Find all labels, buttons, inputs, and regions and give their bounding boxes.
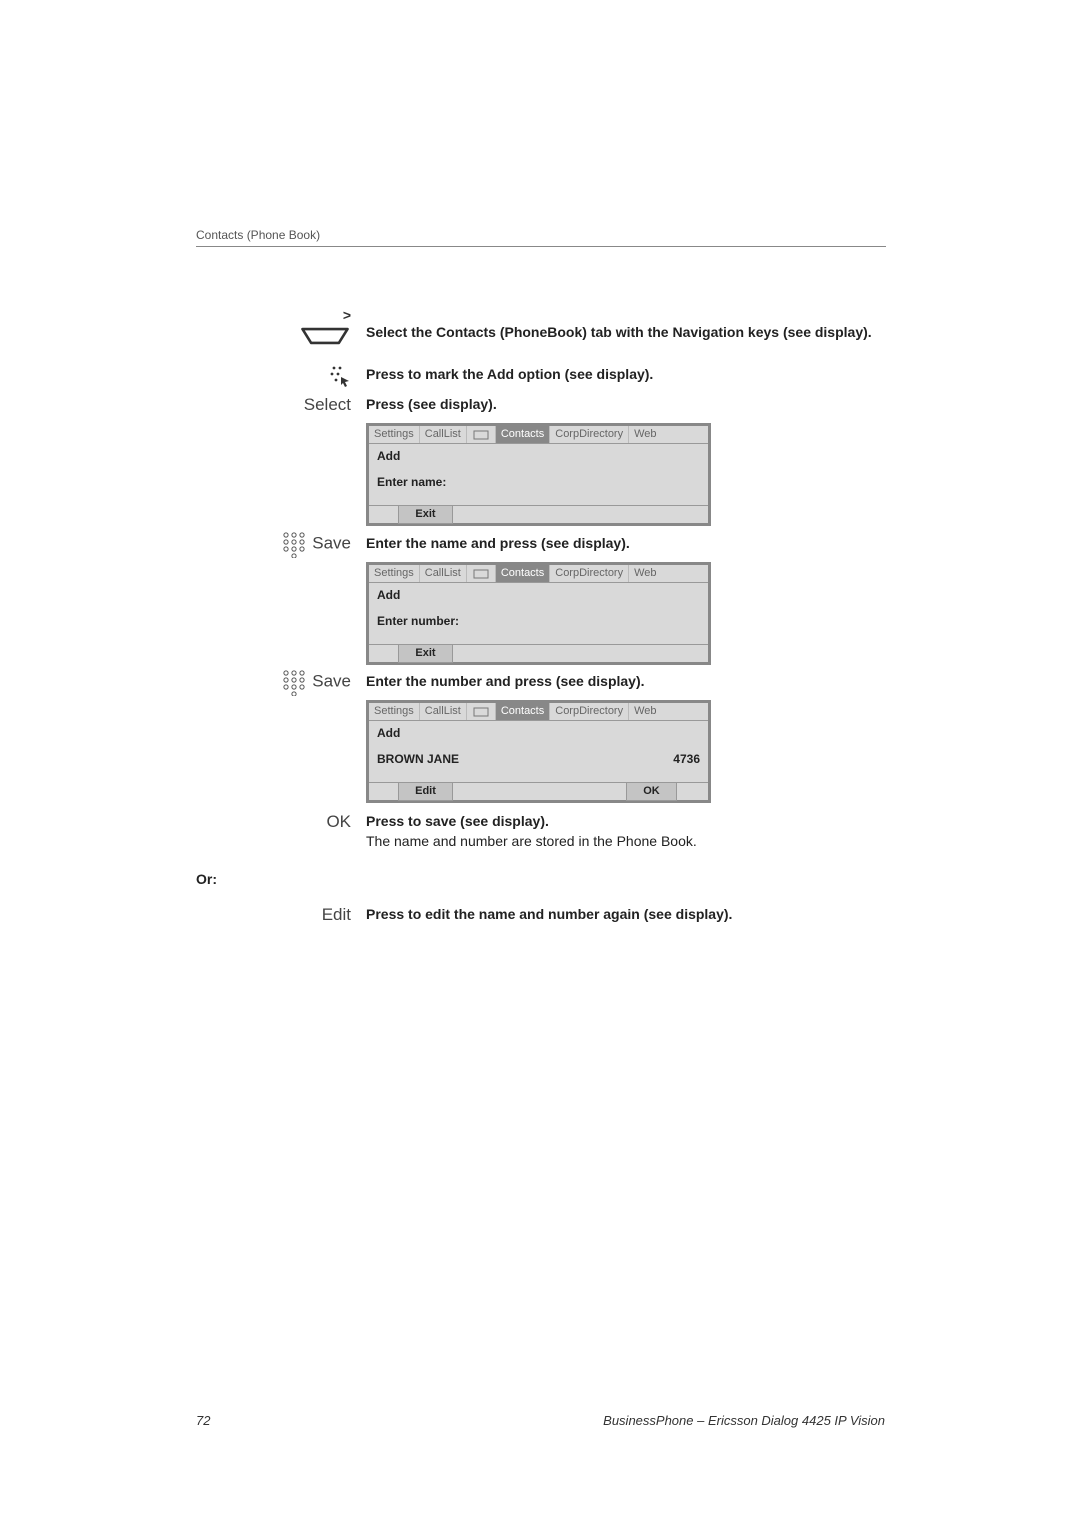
tab-corpdirectory: CorpDirectory <box>550 703 629 720</box>
display-title: Add <box>377 587 700 604</box>
tab-settings: Settings <box>369 565 420 582</box>
phone-tabs: Settings CallList Contacts CorpDirectory… <box>369 426 708 444</box>
phone-display-2: Settings CallList Contacts CorpDirectory… <box>366 562 711 666</box>
tab-messages-icon <box>467 565 496 582</box>
ok-plain-text: The name and number are stored in the Ph… <box>366 833 697 849</box>
display-title: Add <box>377 725 700 742</box>
tab-calllist: CallList <box>420 426 467 443</box>
tab-settings: Settings <box>369 703 420 720</box>
keypad-icon <box>280 668 308 696</box>
edit-label: Edit <box>196 905 366 925</box>
step-save-number: Enter the number and press (see display)… <box>366 668 886 803</box>
step-nav-text: Select the Contacts (PhoneBook) tab with… <box>366 305 886 343</box>
step-edit: Press to edit the name and number again … <box>366 905 886 925</box>
chevron-right-icon: > <box>343 307 351 323</box>
display-title: Add <box>377 448 700 465</box>
phone-body: Add Enter number: <box>369 583 708 645</box>
phone-softkeys: Edit OK <box>369 782 708 800</box>
tab-messages-icon <box>467 426 496 443</box>
step-select: Press (see display). Settings CallList C… <box>366 395 886 526</box>
save-name-column: Save <box>196 530 366 558</box>
section-header: Contacts (Phone Book) <box>196 228 320 242</box>
navigation-key-icon <box>299 325 351 347</box>
step-ok: Press to save (see display). The name an… <box>366 812 886 851</box>
tab-calllist: CallList <box>420 703 467 720</box>
step-mark-add-text: Press to mark the Add option (see displa… <box>366 365 886 385</box>
phone-body: Add BROWN JANE 4736 <box>369 721 708 783</box>
softkey-exit: Exit <box>398 644 452 663</box>
phone-tabs: Settings CallList Contacts CorpDirectory… <box>369 703 708 721</box>
tab-web: Web <box>629 426 661 443</box>
tab-messages-icon <box>467 703 496 720</box>
keypad-icon <box>280 530 308 558</box>
tab-settings: Settings <box>369 426 420 443</box>
phone-tabs: Settings CallList Contacts CorpDirectory… <box>369 565 708 583</box>
footer-doc-title: BusinessPhone – Ericsson Dialog 4425 IP … <box>603 1413 885 1428</box>
contact-name: BROWN JANE <box>377 751 459 768</box>
contact-number: 4736 <box>673 751 700 768</box>
tab-contacts: Contacts <box>496 703 550 720</box>
mark-icon-column <box>196 365 366 387</box>
or-text: Or: <box>196 870 716 890</box>
manual-page: Contacts (Phone Book) > Select the Conta… <box>0 0 1080 1528</box>
display-prompt: Enter name: <box>377 474 700 491</box>
softkey-edit: Edit <box>398 782 453 801</box>
tab-calllist: CallList <box>420 565 467 582</box>
navkey-column: > <box>196 305 366 352</box>
tab-corpdirectory: CorpDirectory <box>550 426 629 443</box>
phone-body: Add Enter name: <box>369 444 708 506</box>
save-number-label: Save <box>312 671 351 690</box>
ok-label: OK <box>196 812 366 832</box>
phone-softkeys: Exit <box>369 644 708 662</box>
save-name-label: Save <box>312 533 351 552</box>
display-prompt: Enter number: <box>377 613 700 630</box>
cursor-dots-icon <box>329 365 351 387</box>
tab-web: Web <box>629 565 661 582</box>
ok-bold-text: Press to save (see display). <box>366 813 549 829</box>
step-save-name: Enter the name and press (see display). … <box>366 530 886 665</box>
tab-web: Web <box>629 703 661 720</box>
page-number: 72 <box>196 1413 210 1428</box>
header-rule <box>196 246 886 247</box>
softkey-ok: OK <box>626 782 677 801</box>
softkey-exit: Exit <box>398 505 452 524</box>
contact-entry-row: BROWN JANE 4736 <box>377 751 700 768</box>
select-label: Select <box>196 395 366 415</box>
tab-contacts: Contacts <box>496 426 550 443</box>
save-number-column: Save <box>196 668 366 696</box>
phone-display-1: Settings CallList Contacts CorpDirectory… <box>366 423 711 527</box>
tab-contacts: Contacts <box>496 565 550 582</box>
tab-corpdirectory: CorpDirectory <box>550 565 629 582</box>
phone-display-3: Settings CallList Contacts CorpDirectory… <box>366 700 711 804</box>
phone-softkeys: Exit <box>369 505 708 523</box>
